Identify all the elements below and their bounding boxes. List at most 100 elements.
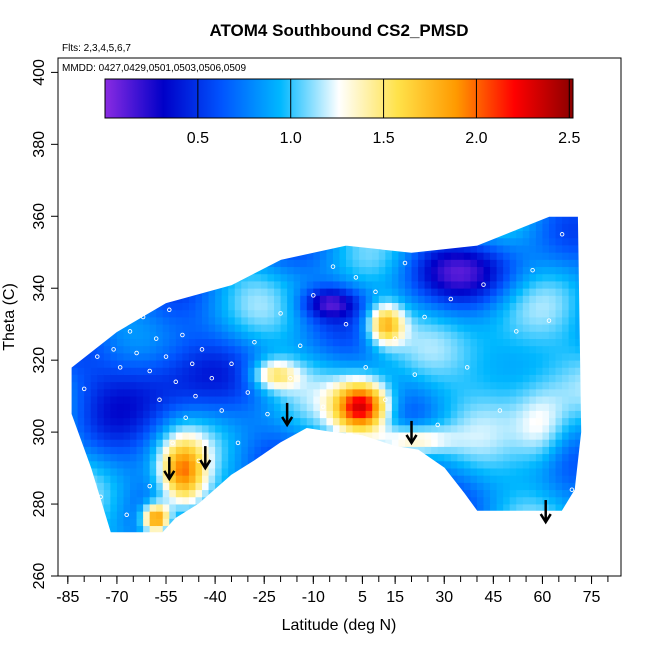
field-cell [601,432,608,440]
field-cell [84,338,92,347]
field-cell [247,216,255,217]
field-cell [215,245,223,253]
field-cell [490,266,498,275]
field-cell [365,302,373,311]
field-cell [359,252,367,260]
field-cell [175,518,183,527]
field-cell [221,288,229,296]
field-cell [476,345,484,354]
field-cell [608,475,615,483]
field-cell [398,460,406,469]
field-cell [542,367,550,375]
field-cell [509,252,517,260]
field-cell [588,432,595,440]
field-cell [116,374,124,383]
field-cell [260,245,268,253]
field-cell [496,223,504,232]
field-cell [601,223,608,231]
field-cell [463,259,471,268]
field-cell [509,237,517,246]
field-cell [516,216,524,224]
field-cell [260,496,268,505]
field-cell [77,396,85,404]
field-cell [614,295,621,303]
field-cell [260,295,268,304]
field-cell [483,482,491,491]
field-cell [352,338,360,347]
field-cell [431,266,439,275]
field-cell [287,230,295,239]
field-cell [522,489,530,498]
observation-point [559,232,565,237]
field-cell [215,317,223,325]
field-cell [143,230,151,239]
field-cell [110,324,118,332]
field-cell [274,367,281,375]
field-cell [608,252,615,260]
field-cell [116,223,124,232]
field-cell [228,345,236,354]
field-cell [562,281,570,289]
field-cell [280,281,288,289]
field-cell [287,388,295,397]
field-cell [293,396,301,404]
y-tick-label: 400 [31,59,48,86]
field-cell [365,216,373,217]
field-cell [444,446,452,455]
field-cell [496,446,504,455]
field-cell [450,317,458,325]
field-cell [418,410,426,419]
field-cell [372,511,380,519]
field-cell [116,511,124,519]
field-cell [267,266,275,275]
field-cell [143,317,151,325]
field-cell [588,375,595,383]
field-cell [241,302,249,311]
field-cell [503,259,511,268]
field-cell [169,345,177,354]
field-cell [228,237,236,246]
field-cell [614,526,621,534]
field-cell [490,331,498,339]
field-cell [110,338,118,347]
field-cell [254,453,262,462]
field-cell [444,352,452,361]
field-cell [71,453,72,462]
field-cell [516,468,524,476]
field-cell [359,367,367,375]
field-cell [424,496,432,505]
field-cell [555,216,563,217]
field-cell [241,317,249,325]
field-cell [130,273,137,282]
field-cell [490,338,498,347]
field-cell [90,453,98,462]
field-cell [529,482,537,491]
field-cell [71,317,72,325]
field-cell [372,468,380,476]
field-cell [398,281,406,289]
field-cell [516,266,524,275]
field-cell [175,352,183,361]
field-cell [595,274,602,282]
field-cell [293,439,301,447]
field-cell [313,281,321,289]
field-cell [90,338,98,347]
field-cell [398,432,406,440]
field-cell [542,453,550,462]
field-cell [84,518,92,527]
field-cell [582,382,589,390]
field-cell [267,237,275,246]
field-cell [169,410,177,419]
field-cell [90,367,98,375]
field-cell [476,453,484,462]
field-cell [588,231,595,239]
field-cell [156,266,164,275]
field-cell [149,460,157,469]
field-cell [130,410,137,419]
field-cell [208,245,216,253]
field-cell [97,460,105,469]
field-cell [123,417,131,426]
field-cell [143,453,151,462]
field-cell [241,511,249,519]
field-cell [110,259,118,268]
